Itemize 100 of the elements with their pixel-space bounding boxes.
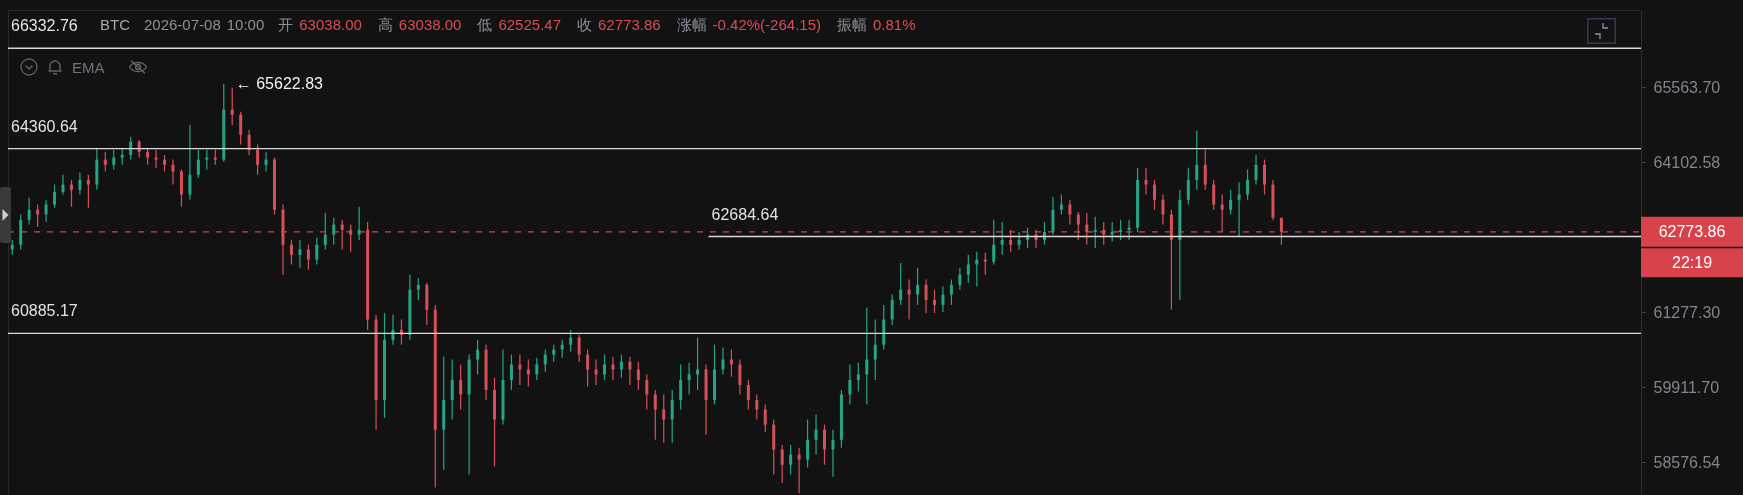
candlestick — [493, 377, 497, 468]
candlestick — [679, 363, 683, 411]
candlestick — [924, 278, 928, 314]
candlestick — [949, 278, 953, 306]
candlestick — [636, 361, 640, 391]
candlestick — [239, 111, 243, 146]
candlestick — [535, 357, 539, 381]
candlestick — [814, 413, 818, 456]
candlestick — [526, 358, 530, 388]
candlestick — [789, 444, 793, 476]
candlestick — [1254, 154, 1258, 186]
candlestick — [86, 174, 90, 209]
candlestick — [61, 174, 65, 196]
candlestick — [856, 362, 860, 393]
candlestick — [1059, 193, 1063, 216]
candlestick — [645, 373, 649, 411]
candlestick — [340, 219, 344, 251]
candlestick — [188, 124, 192, 201]
candlestick — [619, 353, 623, 379]
candlestick — [586, 349, 590, 388]
candlestick — [44, 199, 48, 223]
candlestick — [569, 329, 573, 353]
candlestick — [53, 184, 57, 209]
candlestick — [383, 312, 387, 419]
candlestick — [823, 424, 826, 466]
candlestick — [577, 334, 581, 363]
candlestick — [1051, 196, 1055, 236]
candlestick — [899, 262, 903, 306]
candlestick — [941, 285, 945, 313]
y-tick-label: 59911.70 — [1653, 378, 1720, 396]
y-tick-label: 58576.54 — [1653, 453, 1721, 471]
candlestick — [1119, 219, 1123, 241]
candlestick — [1262, 159, 1266, 196]
candlestick — [916, 267, 920, 306]
chart-title: BTC — [100, 16, 130, 33]
candlestick — [230, 87, 234, 126]
candlestick — [932, 289, 936, 314]
candlestick — [298, 239, 302, 269]
candlestick — [797, 447, 801, 494]
candlestick — [306, 244, 310, 271]
candlestick — [416, 277, 420, 301]
annotation: ← 65622.83 — [235, 75, 324, 93]
ref-line-label: 66332.76 — [11, 17, 78, 35]
y-tick-label: 65563.70 — [1653, 78, 1721, 96]
candlestick — [780, 444, 784, 484]
annotation: EMA — [72, 58, 105, 76]
y-tick-label: 61277.30 — [1653, 303, 1721, 321]
candlestick — [27, 197, 31, 226]
candlestick — [154, 149, 158, 169]
candlestick — [1068, 199, 1072, 226]
candlestick — [1195, 130, 1199, 191]
candlestick — [1127, 219, 1131, 241]
candlestick — [103, 151, 107, 173]
candlestick — [594, 358, 598, 386]
candlestick — [560, 339, 564, 359]
candlestick — [670, 389, 674, 444]
candlestick — [1110, 221, 1114, 243]
candlestick — [1000, 221, 1004, 256]
candlestick — [603, 353, 607, 381]
candlestick — [36, 203, 40, 228]
candlestick — [746, 379, 750, 411]
candlestick — [264, 151, 268, 173]
ref-line-label: 62773.86 — [1658, 222, 1726, 240]
candlestick — [1203, 149, 1207, 191]
candlestick — [205, 149, 209, 171]
candlestick — [289, 239, 293, 266]
candlestick — [1144, 167, 1148, 196]
candlestick — [171, 159, 175, 186]
candlestick — [459, 363, 463, 411]
candlestick — [966, 254, 970, 284]
candlestick — [721, 346, 725, 376]
candlestick — [806, 418, 810, 469]
ref-line-label: 62684.64 — [711, 205, 779, 223]
candlestick — [1279, 217, 1283, 246]
candlestick — [992, 219, 996, 266]
candlestick — [332, 217, 336, 246]
candlestick — [391, 314, 395, 346]
candlestick — [1212, 179, 1216, 211]
candlestick — [1220, 193, 1224, 233]
candlestick — [662, 393, 666, 444]
candlestick — [907, 278, 911, 321]
candlestick — [509, 353, 513, 391]
candlestick — [763, 403, 767, 433]
candlestick — [696, 336, 700, 391]
candlestick — [713, 344, 717, 406]
candlestick — [628, 356, 632, 386]
text: 22:19 — [1671, 253, 1713, 271]
candlestick — [179, 168, 183, 208]
candlestick — [831, 429, 835, 478]
candlestick — [1246, 168, 1250, 201]
candlestick — [518, 353, 522, 386]
candlestick — [476, 339, 480, 376]
candlestick — [357, 206, 361, 241]
candlestick — [247, 129, 251, 156]
candlestick — [1229, 189, 1233, 216]
ref-line-label: 60885.17 — [11, 302, 78, 320]
candlestick — [848, 363, 852, 406]
candlestick — [450, 358, 454, 421]
candlestick — [1152, 179, 1156, 211]
candlestick — [1076, 211, 1080, 241]
